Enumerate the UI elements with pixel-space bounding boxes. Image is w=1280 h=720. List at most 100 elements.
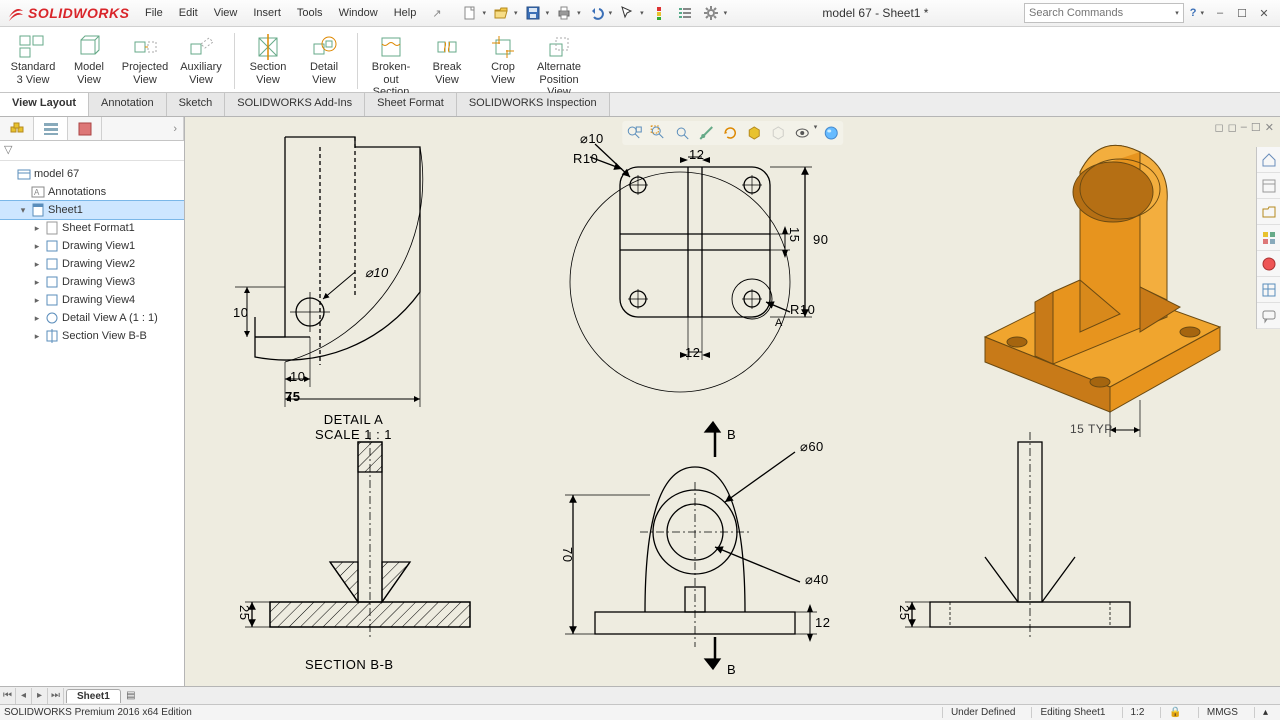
dim-top-r10: R10 (573, 151, 598, 166)
settings-icon[interactable] (700, 2, 722, 24)
dim-front-40: ⌀40 (805, 572, 829, 588)
taskpane-home-icon[interactable] (1257, 147, 1280, 173)
tab-view-layout[interactable]: View Layout (0, 93, 89, 116)
command-tabs: View Layout Annotation Sketch SOLIDWORKS… (0, 93, 1280, 117)
taskpane-palette-icon[interactable] (1257, 225, 1280, 251)
alternate-position-view-button[interactable]: Alternate Position View (532, 31, 586, 101)
label-detail: DETAIL ASCALE 1 : 1 (315, 412, 392, 442)
sheet-tabs: ⏮ ◂ ▸ ⏭ Sheet1 ▤ (0, 686, 1280, 704)
label-top-a: A (775, 317, 783, 329)
tree-sheet-format[interactable]: ▸Sheet Format1 (0, 219, 184, 237)
tab-addins[interactable]: SOLIDWORKS Add-Ins (225, 93, 365, 116)
maximize-icon[interactable]: ☐ (1234, 7, 1250, 20)
broken-out-section-button[interactable]: Broken-out Section (364, 31, 418, 101)
doc-close-icon[interactable]: ✕ (1265, 121, 1274, 134)
search-input[interactable] (1029, 7, 1171, 19)
menu-pin-icon[interactable]: ↗ (425, 3, 448, 24)
status-edition: SOLIDWORKS Premium 2016 x64 Edition (4, 707, 192, 718)
tab-sheet-format[interactable]: Sheet Format (365, 93, 457, 116)
label-section: SECTION B-B (305, 657, 394, 672)
tab-annotation[interactable]: Annotation (89, 93, 167, 116)
minimize-icon[interactable]: – (1212, 7, 1228, 20)
filter-icon[interactable]: ▽ (0, 141, 184, 161)
dim-front-12: 12 (815, 615, 830, 630)
open-icon[interactable] (490, 2, 512, 24)
app-logo: SOLIDWORKS (0, 0, 130, 27)
taskpane-props-icon[interactable] (1257, 277, 1280, 303)
sidetab-assembly-icon[interactable] (0, 117, 34, 140)
taskpane-library-icon[interactable] (1257, 173, 1280, 199)
sheet-nav-next-icon[interactable]: ▸ (32, 688, 48, 704)
sidetab-config-icon[interactable] (68, 117, 102, 140)
rebuild-icon[interactable] (648, 2, 670, 24)
menu-view[interactable]: View (207, 3, 245, 24)
tree-drawing-view1[interactable]: ▸Drawing View1 (0, 237, 184, 255)
sheet-add-icon[interactable]: ▤ (123, 688, 139, 704)
options-list-icon[interactable] (674, 2, 696, 24)
detail-view-button[interactable]: Detail View (297, 31, 351, 88)
status-units[interactable]: MMGS (1198, 707, 1246, 718)
document-title: model 67 - Sheet1 * (727, 6, 1024, 20)
menu-window[interactable]: Window (332, 3, 385, 24)
taskpane-appearance-icon[interactable] (1257, 251, 1280, 277)
select-icon[interactable] (616, 2, 638, 24)
status-bar: SOLIDWORKS Premium 2016 x64 Edition Unde… (0, 704, 1280, 720)
status-menu-icon[interactable]: ▴ (1254, 707, 1276, 718)
sheet-nav-last-icon[interactable]: ⏭ (48, 688, 64, 704)
label-front-b2: B (727, 662, 736, 677)
drawing-canvas[interactable]: ▾ ◻ ◻ – ☐ ✕ (185, 117, 1280, 686)
status-mode: Editing Sheet1 (1031, 707, 1113, 718)
sheet-nav-prev-icon[interactable]: ◂ (16, 688, 32, 704)
crop-view-button[interactable]: Crop View (476, 31, 530, 88)
feature-manager: › ▽ model 67 AAnnotations ▾Sheet1 ▸Sheet… (0, 117, 185, 686)
tree-annotations[interactable]: AAnnotations (0, 183, 184, 201)
menu-edit[interactable]: Edit (172, 3, 205, 24)
break-view-button[interactable]: Break View (420, 31, 474, 88)
status-lock-icon[interactable]: 🔒 (1160, 707, 1189, 718)
new-icon[interactable] (459, 2, 481, 24)
sidetab-tree-icon[interactable] (34, 117, 68, 140)
menu-file[interactable]: File (138, 3, 170, 24)
status-scale[interactable]: 1:2 (1122, 707, 1153, 718)
auxiliary-view-button[interactable]: Auxiliary View (174, 31, 228, 88)
standard-3-view-button[interactable]: Standard 3 View (6, 31, 60, 88)
tab-inspection[interactable]: SOLIDWORKS Inspection (457, 93, 610, 116)
menu-help[interactable]: Help (387, 3, 424, 24)
dim-dA-h10: 10 (233, 305, 248, 320)
menu-insert[interactable]: Insert (246, 3, 288, 24)
sidetab-expand-icon[interactable]: › (102, 117, 184, 140)
help-icon[interactable]: ? (1190, 7, 1197, 19)
dim-dA-w75: 75 (285, 389, 300, 404)
tab-sketch[interactable]: Sketch (167, 93, 226, 116)
tree-detail-view-a[interactable]: ▸Detail View A (1 : 1) (0, 309, 184, 327)
close-icon[interactable]: ✕ (1256, 7, 1272, 20)
projected-view-button[interactable]: Projected View (118, 31, 172, 88)
tree-drawing-view3[interactable]: ▸Drawing View3 (0, 273, 184, 291)
section-view-button[interactable]: Section View (241, 31, 295, 88)
tree-sheet1[interactable]: ▾Sheet1 (0, 201, 184, 219)
dim-top-12b: 12 (685, 345, 700, 360)
print-icon[interactable] (553, 2, 575, 24)
status-state: Under Defined (942, 707, 1023, 718)
save-icon[interactable] (522, 2, 544, 24)
taskpane-explorer-icon[interactable] (1257, 199, 1280, 225)
tree-root[interactable]: model 67 (0, 165, 184, 183)
sheet-nav-first-icon[interactable]: ⏮ (0, 688, 16, 704)
menu-tools[interactable]: Tools (290, 3, 330, 24)
model-view-button[interactable]: Model View (62, 31, 116, 88)
dim-front-70: 70 (560, 547, 575, 562)
label-front-b1: B (727, 427, 736, 442)
search-commands[interactable]: ▾ (1024, 3, 1184, 23)
tree-drawing-view4[interactable]: ▸Drawing View4 (0, 291, 184, 309)
sheet-tab-1[interactable]: Sheet1 (66, 689, 121, 703)
chevron-down-icon[interactable]: ▾ (1175, 9, 1179, 17)
undo-icon[interactable] (585, 2, 607, 24)
doc-max-icon[interactable]: ☐ (1251, 121, 1261, 134)
label-iso-dim: 15 TYP (1070, 422, 1113, 436)
ribbon: Standard 3 View Model View Projected Vie… (0, 27, 1280, 93)
task-pane (1256, 147, 1280, 329)
drawing-content (185, 117, 1250, 672)
tree-section-view-bb[interactable]: ▸Section View B-B (0, 327, 184, 345)
taskpane-forum-icon[interactable] (1257, 303, 1280, 329)
tree-drawing-view2[interactable]: ▸Drawing View2 (0, 255, 184, 273)
